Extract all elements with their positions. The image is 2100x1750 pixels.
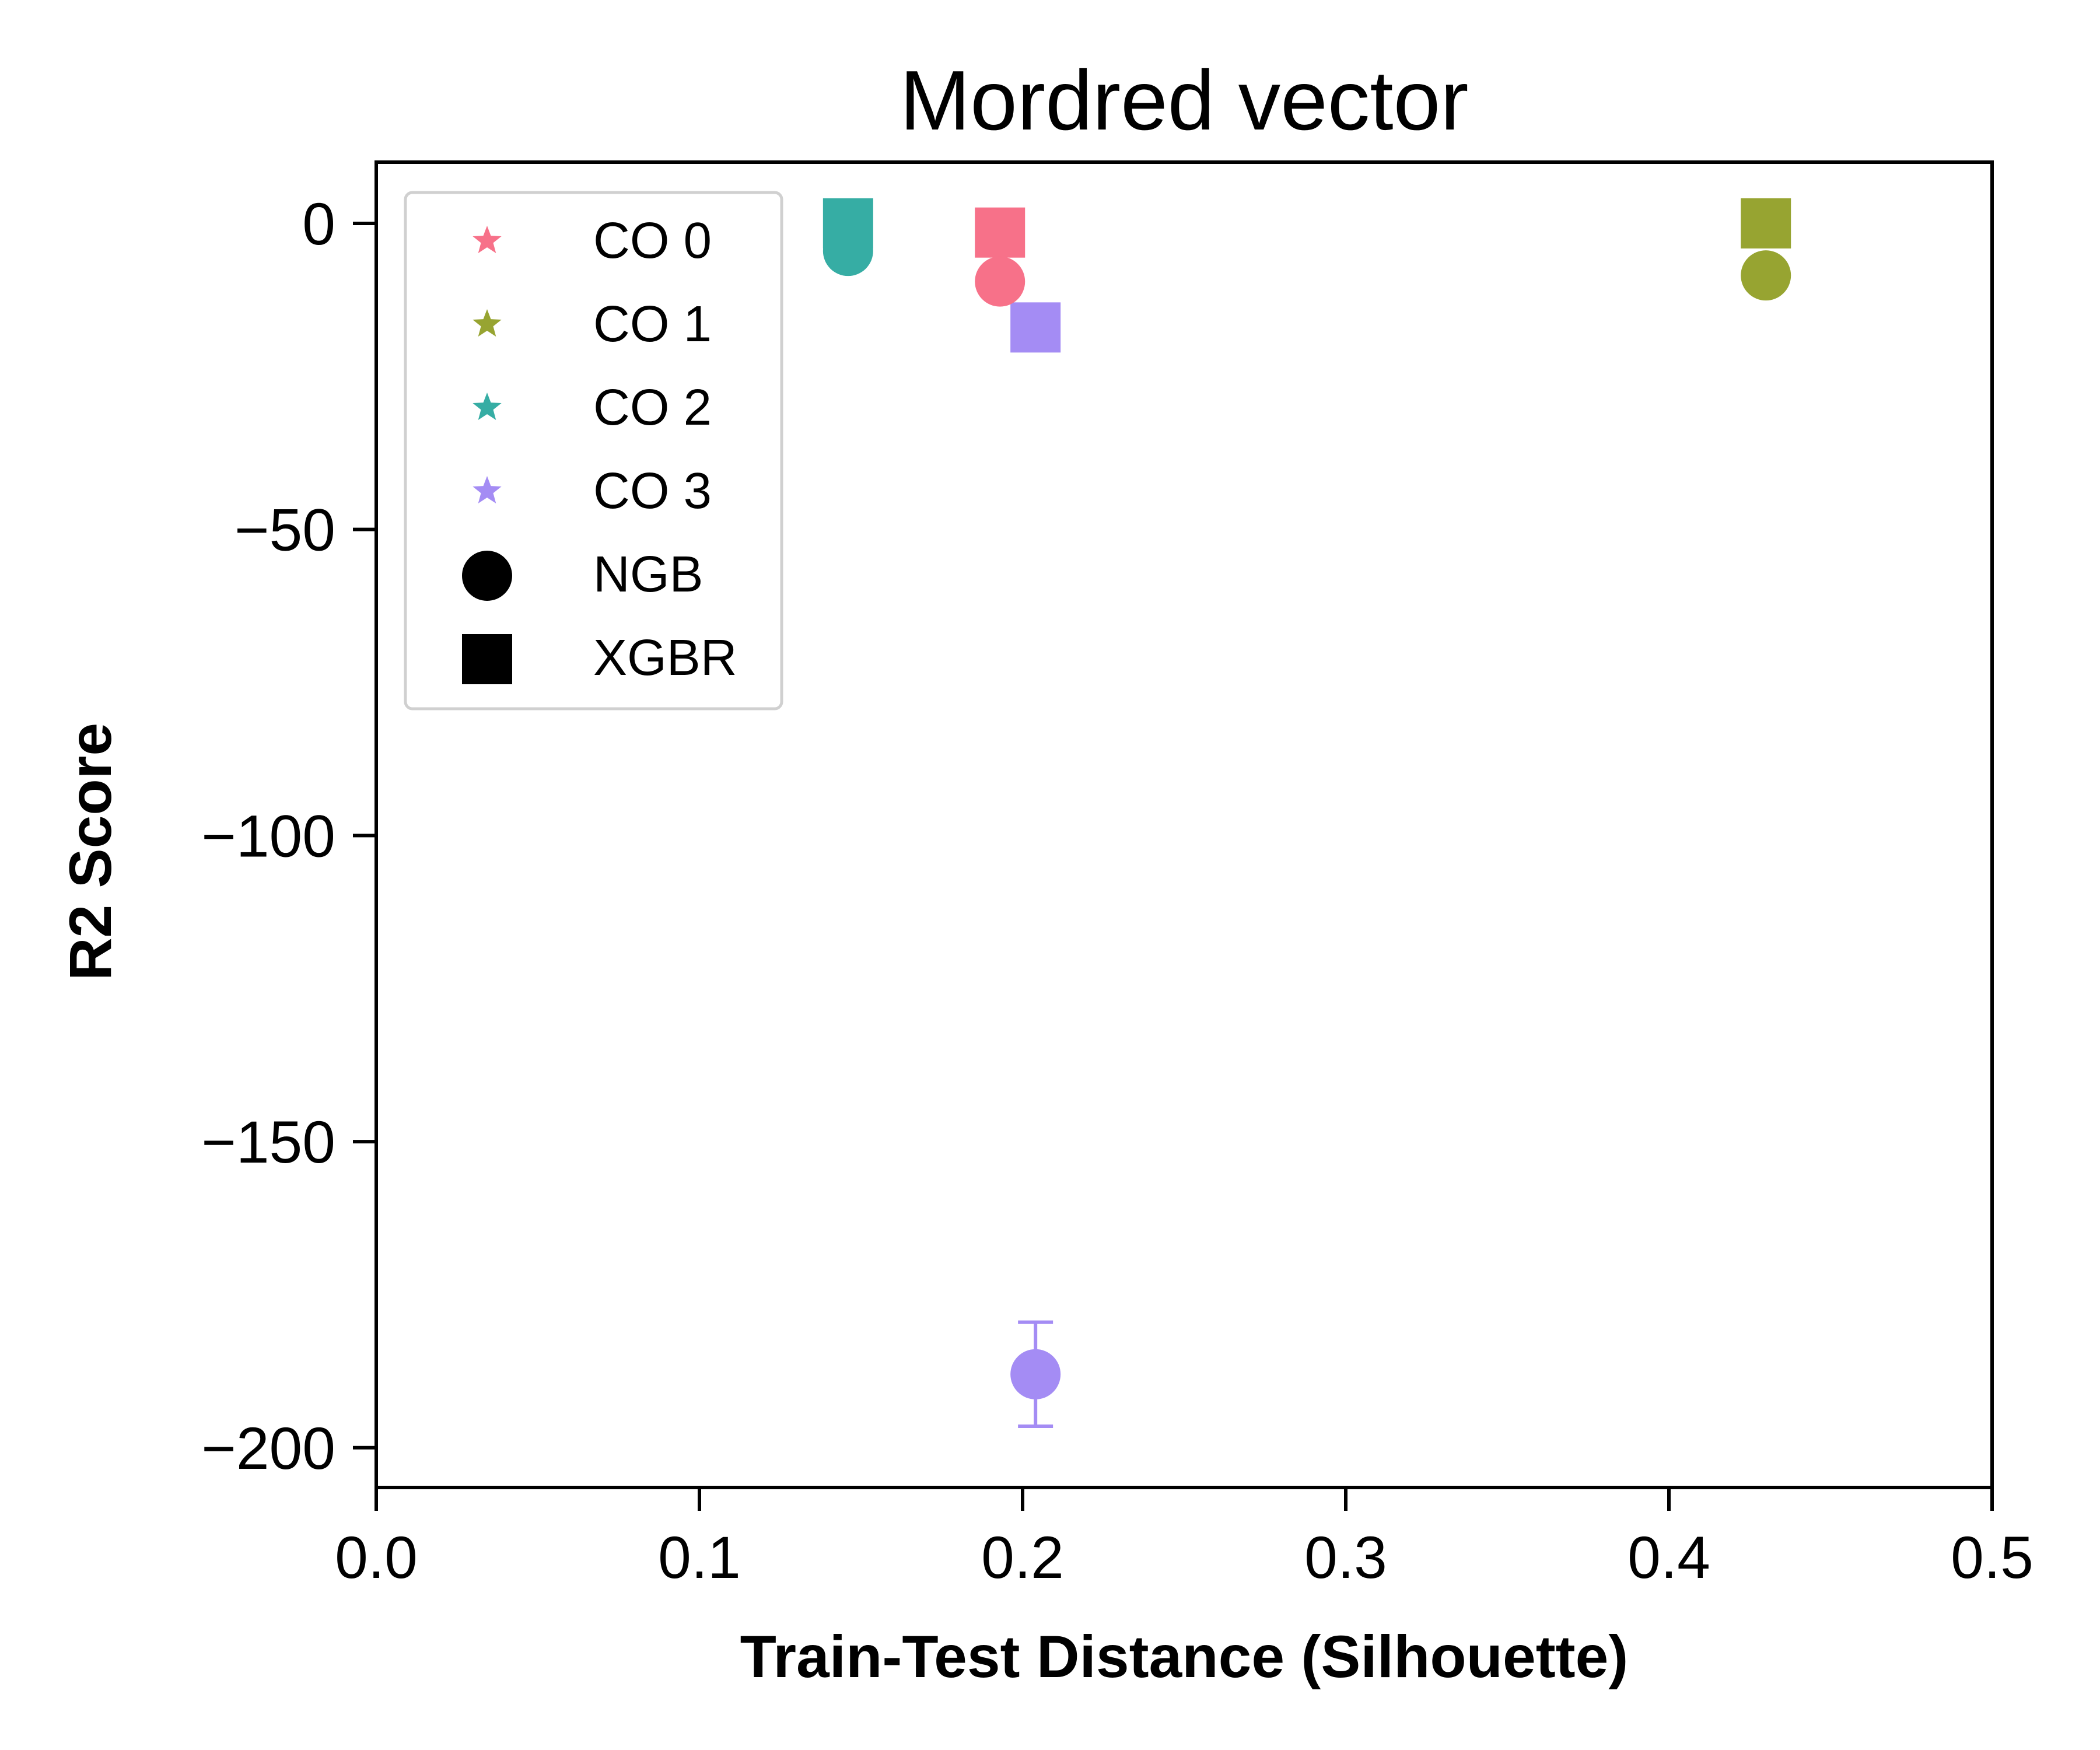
y-tick-label: 0 [302, 191, 335, 257]
point-co-3-xgbr [1010, 302, 1061, 353]
legend-marker-co-1-star-icon [473, 309, 502, 337]
legend-label-ngb: NGB [593, 546, 704, 603]
legend-marker-co-3-star-icon [473, 476, 502, 503]
legend-label-co-3: CO 3 [593, 463, 712, 519]
legend-marker-co-0-star-icon [473, 226, 502, 253]
legend-label-co-2: CO 2 [593, 379, 712, 436]
axes: 0.0 0.1 0.2 0.3 0.4 0.5 0 −50 −100 −150 −200 [201, 160, 2034, 1591]
legend-label-co-0: CO 0 [593, 212, 712, 269]
legend-marker-ngb-circle-icon [462, 551, 512, 601]
axes-frame [374, 160, 1994, 1489]
point-co-2-ngb [822, 226, 873, 276]
legend: CO 0 CO 1 CO 2 CO 3 NGB XGBR [404, 191, 783, 710]
legend-marker-co-2-star-icon [473, 393, 502, 420]
plot-area [822, 198, 1791, 1429]
point-co-3-ngb [1010, 1349, 1061, 1399]
legend-label-xgbr: XGBR [593, 629, 737, 686]
x-axis-label: Train-Test Distance (Silhouette) [740, 1623, 1629, 1690]
point-co-0-ngb [975, 256, 1026, 307]
y-tick-label: −100 [201, 803, 335, 869]
y-tick-label: −50 [235, 497, 335, 564]
y-tick-label: −200 [201, 1415, 335, 1482]
x-tick-label: 0.3 [1304, 1524, 1387, 1591]
x-tick-label: 0.1 [658, 1524, 741, 1591]
x-tick-label: 0.2 [981, 1524, 1064, 1591]
y-tick-label: −150 [201, 1109, 335, 1175]
point-co-1-ngb [1741, 250, 1791, 301]
point-co-0-xgbr [975, 207, 1026, 258]
x-tick-label: 0.4 [1628, 1524, 1710, 1591]
legend-marker-xgbr-square-icon [462, 634, 512, 684]
y-axis-label: R2 Score [57, 723, 124, 981]
chart-title: Mordred vector [900, 53, 1468, 148]
point-co-1-xgbr [1741, 198, 1791, 249]
legend-label-co-1: CO 1 [593, 296, 712, 352]
x-tick-label: 0.5 [1951, 1524, 2034, 1591]
x-tick-label: 0.0 [335, 1524, 418, 1591]
